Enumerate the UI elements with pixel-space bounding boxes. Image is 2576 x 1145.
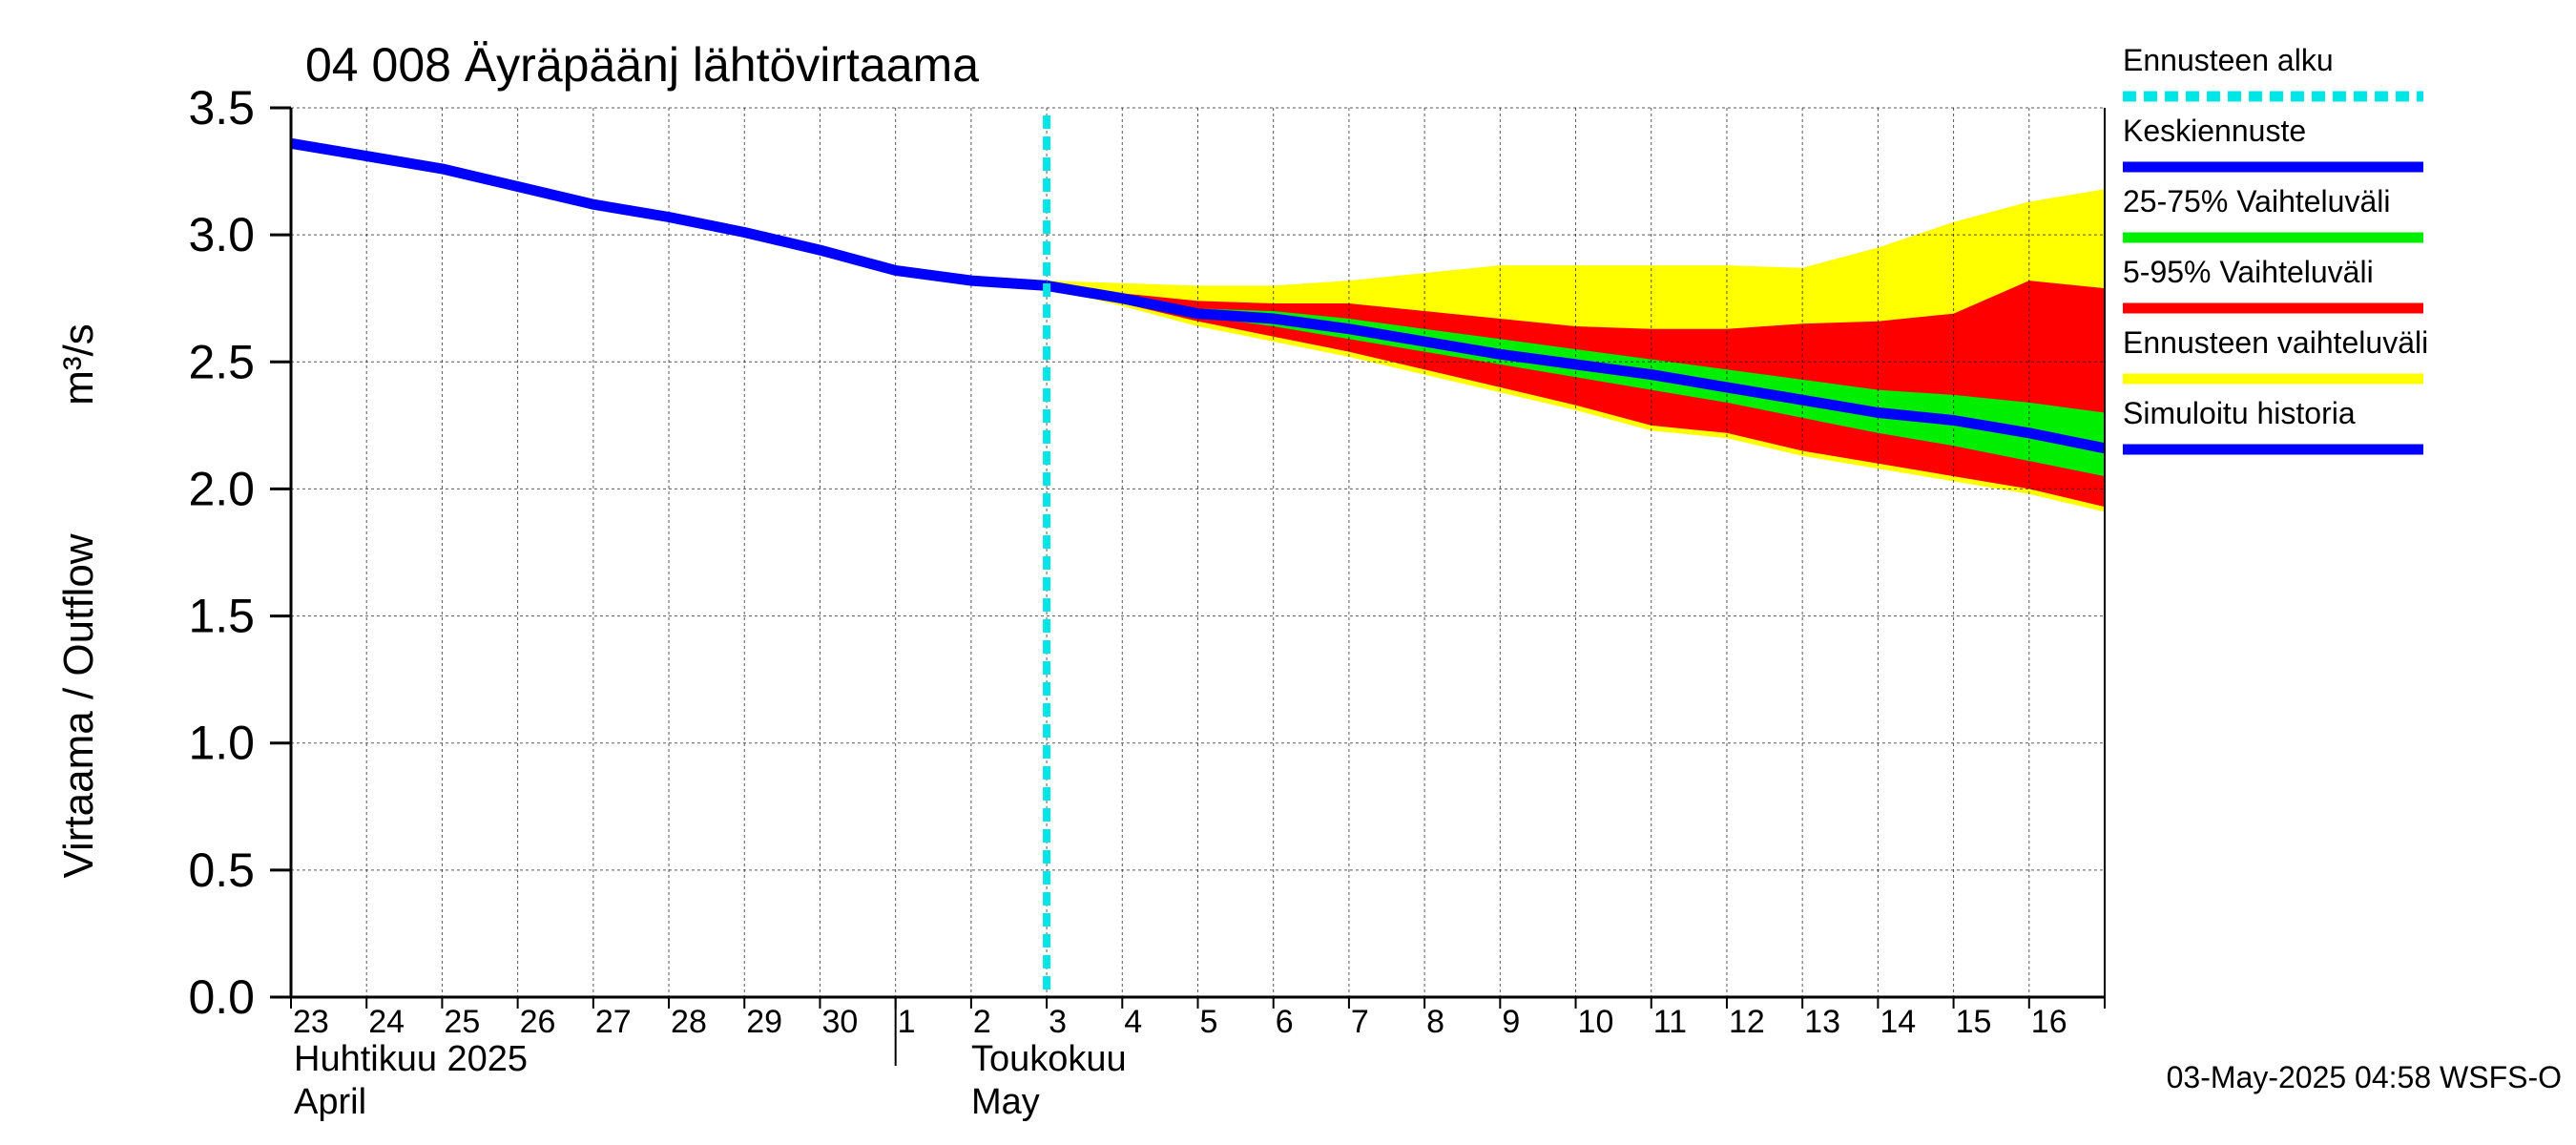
timestamp-footer: 03-May-2025 04:58 WSFS-O <box>2167 1060 2562 1094</box>
legend-label: Simuloitu historia <box>2123 396 2356 430</box>
chart-title: 04 008 Äyräpäänj lähtövirtaama <box>305 38 979 92</box>
legend-label: 5-95% Vaihteluväli <box>2123 255 2374 289</box>
y-tick-label: 1.5 <box>188 590 255 643</box>
x-tick-label: 14 <box>1880 1004 1916 1040</box>
legend-label: Keskiennuste <box>2123 114 2306 148</box>
x-tick-label: 2 <box>973 1004 991 1040</box>
grid <box>291 107 2105 997</box>
x-tick-label: 24 <box>368 1004 405 1040</box>
month-label-april-fi: Huhtikuu 2025 <box>294 1039 528 1079</box>
x-tick-label: 8 <box>1426 1004 1444 1040</box>
x-tick-label: 5 <box>1200 1004 1218 1040</box>
x-tick-label: 28 <box>671 1004 707 1040</box>
x-tick-label: 3 <box>1049 1004 1067 1040</box>
y-tick-label: 2.5 <box>188 335 255 388</box>
y-tick-label: 3.5 <box>188 81 255 135</box>
y-tick-label: 0.5 <box>188 843 255 897</box>
x-tick-label: 11 <box>1653 1004 1687 1040</box>
series-line-0 <box>290 137 1048 291</box>
y-tick-label: 2.0 <box>188 462 255 515</box>
month-label-may-fi: Toukokuu <box>971 1039 1127 1079</box>
series-lines <box>290 115 2107 997</box>
x-tick-label: 9 <box>1502 1004 1520 1040</box>
y-axis-label: Virtaama / Outflow <box>55 533 102 878</box>
x-tick-label: 29 <box>746 1004 782 1040</box>
legend: Ennusteen alku Keskiennuste 25-75% Vaihtel… <box>2123 43 2428 455</box>
x-tick-label: 15 <box>1956 1004 1992 1040</box>
x-tick-label: 26 <box>520 1004 556 1040</box>
axis-labels: 0.00.51.01.52.02.53.03.523 24 25 26 27 28 29 30… <box>188 81 2067 1040</box>
axes <box>270 106 2106 1066</box>
y-axis-unit: m³/s <box>55 323 102 406</box>
legend-label: Ennusteen alku <box>2123 43 2334 77</box>
x-tick-label: 1 <box>898 1004 916 1040</box>
band-1 <box>1047 281 2105 508</box>
x-tick-label: 12 <box>1729 1004 1765 1040</box>
month-label-may-en: May <box>971 1082 1040 1122</box>
y-tick-label: 3.0 <box>188 208 255 261</box>
y-tick-label: 0.0 <box>188 970 255 1024</box>
x-tick-label: 7 <box>1351 1004 1369 1040</box>
x-tick-label: 23 <box>293 1004 329 1040</box>
x-tick-label: 16 <box>2031 1004 2067 1040</box>
legend-label: 25-75% Vaihteluväli <box>2123 184 2390 219</box>
x-tick-label: 4 <box>1124 1004 1142 1040</box>
legend-label: Ennusteen vaihteluväli <box>2123 325 2428 360</box>
x-tick-label: 10 <box>1578 1004 1614 1040</box>
x-tick-label: 13 <box>1804 1004 1840 1040</box>
month-label-april-en: April <box>294 1082 366 1122</box>
x-tick-label: 6 <box>1276 1004 1294 1040</box>
y-tick-label: 1.0 <box>188 717 255 770</box>
x-tick-label: 25 <box>444 1004 480 1040</box>
series-line-1 <box>1046 280 2107 454</box>
x-tick-label: 30 <box>821 1004 858 1040</box>
x-tick-label: 27 <box>595 1004 632 1040</box>
